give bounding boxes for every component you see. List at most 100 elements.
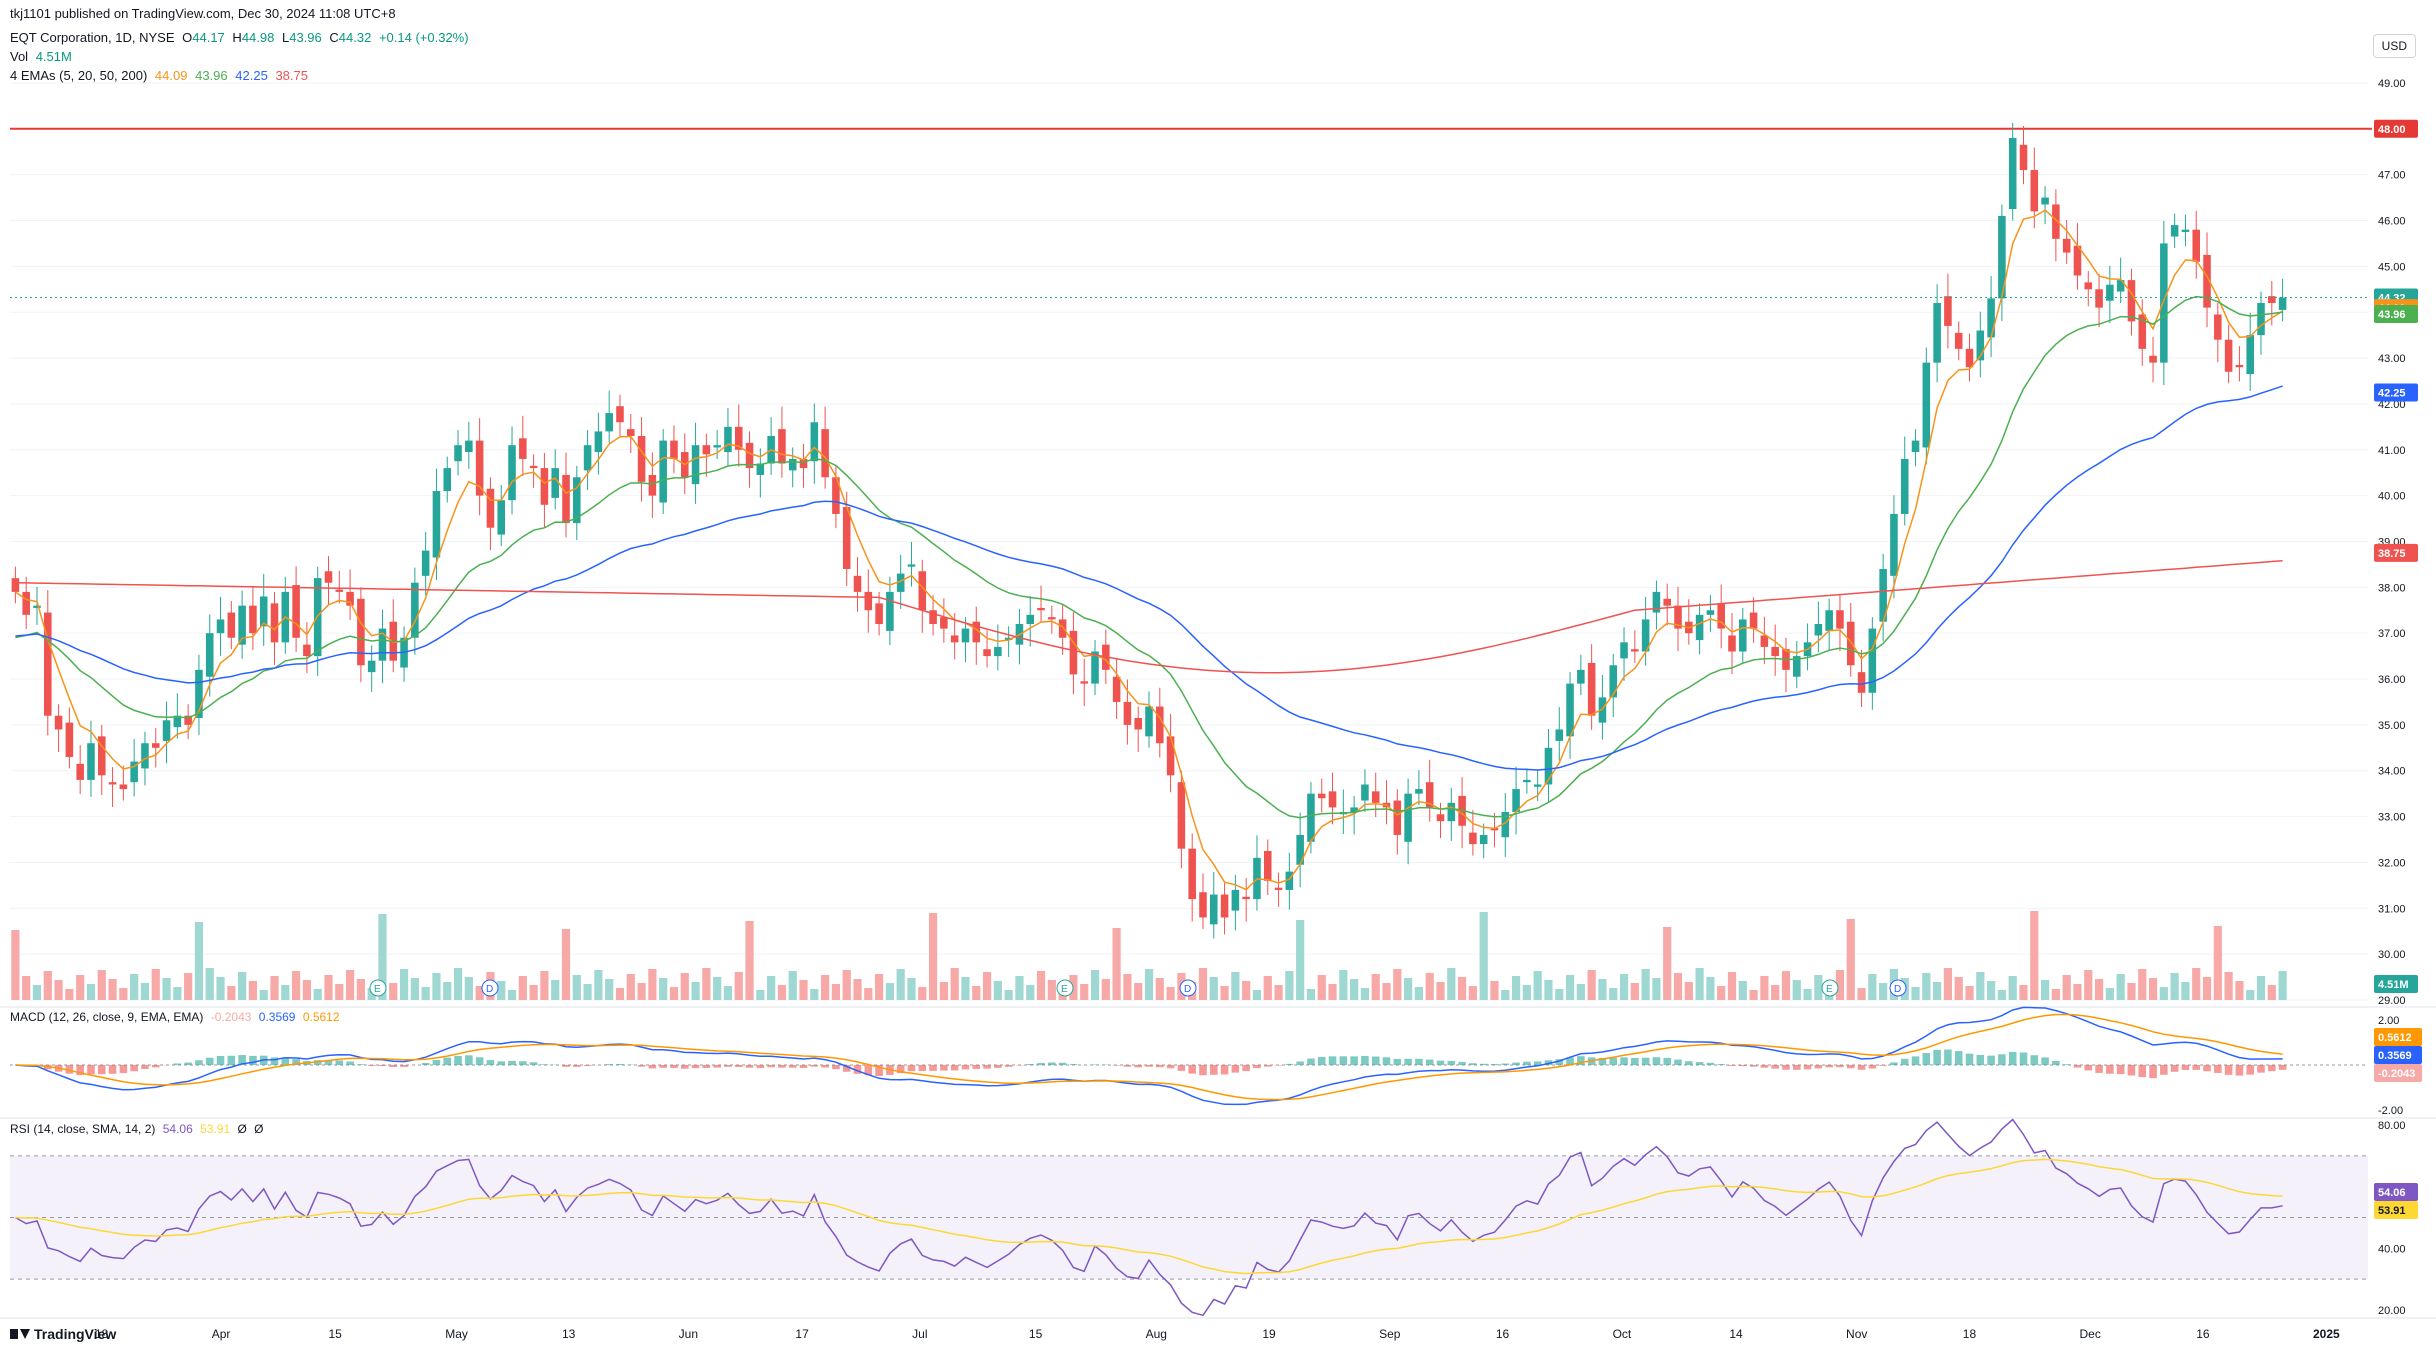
volume-bar (2073, 984, 2082, 1000)
macd-histogram-bar (1566, 1057, 1574, 1065)
volume-bar (2267, 985, 2276, 1000)
volume-bar (2019, 985, 2028, 1000)
volume-bar (1080, 984, 1089, 1000)
volume-bar (11, 930, 20, 1000)
volume-bar (1425, 973, 1434, 1000)
volume-bar (140, 983, 150, 1000)
macd-histogram-bar (1382, 1057, 1391, 1065)
volume-bar (842, 970, 851, 1000)
ohlc-high-label: H (232, 30, 242, 45)
price-tick-label: 41.00 (2378, 445, 2406, 457)
volume-bar (1015, 976, 1024, 1000)
volume-bar (1630, 983, 1639, 1000)
volume-bar (2278, 971, 2287, 1000)
price-tick-label: 33.00 (2378, 812, 2406, 824)
volume-bar (1879, 983, 1888, 1000)
candle-body (1620, 642, 1628, 659)
candle-body (2138, 314, 2147, 349)
candle-body (1274, 887, 1283, 890)
macd-histogram-bar (270, 1057, 279, 1065)
candle-body (994, 646, 1002, 657)
macd-histogram-bar (508, 1060, 516, 1065)
event-marker-label: D (1894, 984, 1901, 995)
tradingview-logo-icon (10, 1329, 30, 1339)
macd-badge-label: -0.2043 (2378, 1068, 2415, 1080)
macd-histogram-bar (1263, 1065, 1272, 1067)
volume-bar (1911, 987, 1920, 1000)
candle-body (2106, 284, 2114, 301)
candle-body (929, 610, 937, 624)
candle-body (529, 465, 538, 469)
macd-histogram-bar (1814, 1065, 1823, 1069)
volume-bar (291, 971, 301, 1000)
candle-body (443, 468, 452, 492)
candle-body (1447, 802, 1456, 822)
ema200-line (15, 559, 2283, 674)
volume-bar (281, 985, 290, 1000)
ema50-value: 42.25 (235, 68, 268, 83)
volume-bar (2224, 972, 2233, 1000)
volume-bar (1285, 971, 1294, 1000)
macd-histogram-bar (421, 1062, 430, 1065)
volume-bar (1101, 979, 1110, 1000)
rsi-empty-2: Ø (254, 1122, 264, 1136)
candle-body (950, 635, 959, 643)
macd-histogram-bar (1533, 1061, 1542, 1065)
candle-body (853, 575, 862, 592)
macd-histogram-bar (195, 1060, 203, 1065)
macd-histogram-bar (2095, 1065, 2103, 1073)
candle-body (1609, 665, 1618, 698)
candle-body (1749, 612, 1758, 629)
volume-label[interactable]: Vol (10, 49, 29, 64)
volume-bar (1317, 975, 1326, 1000)
candle-body (2181, 229, 2190, 232)
symbol-name[interactable]: EQT Corporation, 1D, NYSE (10, 30, 175, 45)
volume-bar (777, 985, 787, 1000)
macd-histogram-bar (2106, 1065, 2114, 1074)
candle-body (195, 669, 203, 718)
candle-body (411, 582, 419, 638)
volume-bar (1533, 971, 1542, 1000)
macd-histogram-bar (1458, 1061, 1466, 1065)
price-tick-label: 30.00 (2378, 949, 2406, 961)
candle-body (2019, 144, 2028, 171)
candle-body (162, 720, 171, 741)
volume-bar (108, 979, 117, 1000)
ema-label[interactable]: 4 EMAs (5, 20, 50, 200) (10, 68, 148, 83)
macd-histogram-bar (1685, 1061, 1693, 1065)
published-info: tkj1101 published on TradingView.com, De… (10, 6, 396, 21)
tradingview-logo[interactable]: TradingView (10, 1326, 116, 1342)
candle-body (238, 605, 246, 645)
volume-bar (43, 971, 52, 1000)
rsi-tick-label: 40.00 (2378, 1243, 2406, 1255)
volume-bar (799, 980, 808, 1000)
volume-bar (1587, 970, 1596, 1000)
macd-histogram-bar (1285, 1063, 1294, 1065)
volume-bar (151, 969, 160, 1000)
volume-bar (1231, 972, 1240, 1000)
time-tick-label: Apr (212, 1327, 231, 1341)
candle-body (918, 571, 927, 611)
macd-histogram-bar (799, 1065, 808, 1069)
candle-body (2170, 225, 2179, 237)
candle-body (1231, 889, 1240, 911)
macd-histogram-bar (1177, 1065, 1186, 1071)
macd-histogram-bar (853, 1065, 862, 1074)
candle-body (810, 422, 819, 462)
candle-body (432, 491, 441, 558)
macd-label[interactable]: MACD (12, 26, close, 9, EMA, EMA) (10, 1010, 204, 1024)
volume-bar (1144, 969, 1154, 1000)
volume-bar (1943, 968, 1953, 1000)
candle-body (2095, 289, 2103, 308)
currency-button[interactable]: USD (2372, 34, 2416, 58)
volume-bar (1868, 974, 1877, 1000)
macd-histogram-bar (1782, 1065, 1790, 1070)
time-tick-label: Dec (2080, 1327, 2101, 1341)
time-tick-label: 2025 (2313, 1327, 2340, 1341)
candle-body (1209, 894, 1218, 925)
rsi-label[interactable]: RSI (14, close, SMA, 14, 2) (10, 1122, 156, 1136)
macd-histogram-bar (519, 1061, 527, 1065)
candle-body (961, 628, 970, 643)
candle-body (1555, 729, 1564, 741)
